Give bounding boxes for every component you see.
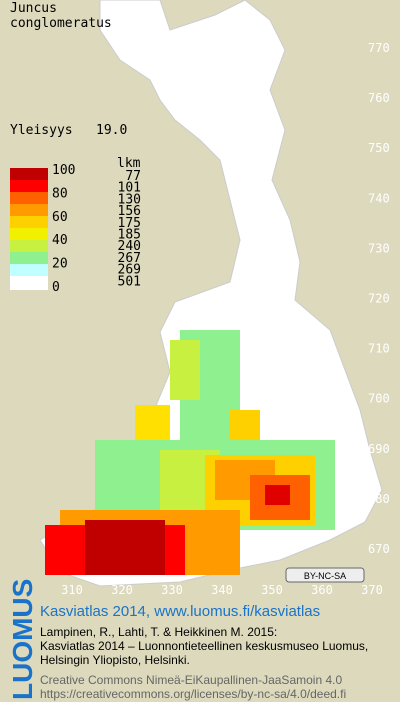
grid-label-north: 720 xyxy=(368,292,390,306)
grid-label-east: 360 xyxy=(311,583,333,597)
legend-swatch xyxy=(10,228,48,240)
legend-scale-label: 100 xyxy=(52,163,75,178)
species-name: conglomeratus xyxy=(10,16,112,31)
grid-label-east: 350 xyxy=(261,583,283,597)
legend-count: 269 xyxy=(118,263,141,278)
footer-title: Kasviatlas 2014, www.luomus.fi/kasviatla… xyxy=(40,603,320,620)
occurrence-area xyxy=(230,410,260,440)
map: BY-NC-SA xyxy=(39,0,383,587)
grid-label-north: 760 xyxy=(368,91,390,105)
legend-swatch xyxy=(10,216,48,228)
legend-count: 240 xyxy=(118,239,141,254)
legend-swatch xyxy=(10,252,48,264)
footer: LUOMUS Kasviatlas 2014, www.luomus.fi/ka… xyxy=(7,579,368,701)
legend-swatch xyxy=(10,168,48,180)
legend-swatch xyxy=(10,276,48,290)
finland-outline xyxy=(39,0,383,587)
legend-scale-label: 80 xyxy=(52,186,68,201)
grid-label-north: 670 xyxy=(368,542,390,556)
citation: Kasviatlas 2014 – Luonnontieteellinen ke… xyxy=(40,639,368,653)
legend-swatch xyxy=(10,180,48,192)
grid-label-north: 700 xyxy=(368,392,390,406)
frequency-value: 19.0 xyxy=(96,123,127,138)
legend-count: 101 xyxy=(118,181,141,196)
legend-swatch xyxy=(10,264,48,276)
legend-scale-label: 20 xyxy=(52,257,68,272)
legend-count: 130 xyxy=(118,192,141,207)
legend-count: 175 xyxy=(118,216,141,231)
grid-label-north: 750 xyxy=(368,141,390,155)
grid-label-north: 770 xyxy=(368,41,390,55)
legend-scale-label: 60 xyxy=(52,210,68,225)
legend-swatch xyxy=(10,192,48,204)
license-badge xyxy=(285,567,365,583)
grid-label-north: 740 xyxy=(368,191,390,205)
legend-count: 77 xyxy=(125,169,141,184)
occurrence-area xyxy=(135,405,170,440)
license-text: Creative Commons Nimeä-EiKaupallinen-Jaa… xyxy=(40,673,342,687)
legend-count: 501 xyxy=(118,274,141,289)
legend-swatch xyxy=(10,204,48,216)
legend-scale-label: 40 xyxy=(52,233,68,248)
license-url: https://creativecommons.org/licenses/by-… xyxy=(40,687,346,701)
occurrence-squares xyxy=(45,330,335,575)
citation: Lampinen, R., Lahti, T. & Heikkinen M. 2… xyxy=(40,625,277,639)
legend-count: 267 xyxy=(118,251,141,266)
legend-count-header: lkm xyxy=(117,156,141,171)
license-badge-text: BY-NC-SA xyxy=(304,571,346,581)
occurrence-area xyxy=(170,340,200,400)
grid-label-north: 690 xyxy=(368,442,390,456)
occurrence-area xyxy=(85,520,165,575)
grid-label-north: 710 xyxy=(368,342,390,356)
species-name: Juncus xyxy=(10,1,57,16)
legend-swatch xyxy=(10,240,48,252)
grid-label-east: 320 xyxy=(111,583,133,597)
citation: Helsingin Yliopisto, Helsinki. xyxy=(40,653,190,667)
frequency-label: Yleisyys xyxy=(10,123,73,138)
grid-label-north: 730 xyxy=(368,241,390,255)
grid-label-north: 680 xyxy=(368,492,390,506)
legend-count: 185 xyxy=(118,228,141,243)
legend-scale-label: 0 xyxy=(52,280,60,295)
grid-label-east: 340 xyxy=(211,583,233,597)
occurrence-area xyxy=(265,485,290,505)
grid-label-east: 310 xyxy=(61,583,83,597)
legend: lkm xyxy=(10,156,141,290)
grid-label-east: 330 xyxy=(161,583,183,597)
legend-count: 156 xyxy=(118,204,141,219)
logo: LUOMUS xyxy=(7,579,38,700)
grid-label-east: 370 xyxy=(361,583,383,597)
